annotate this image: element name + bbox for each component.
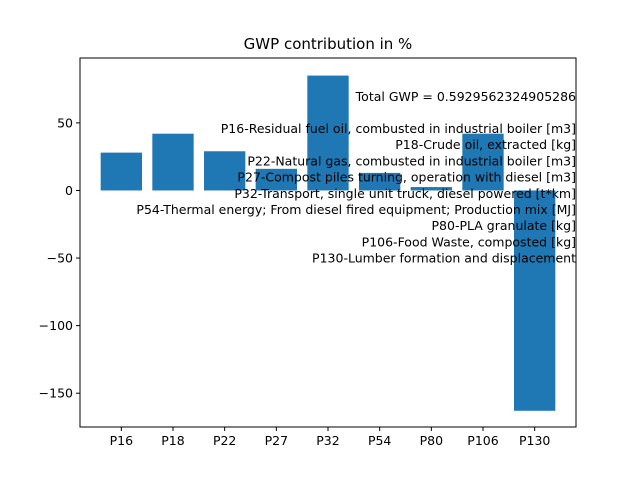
bar-p22 [204,151,246,191]
bar-p130 [514,190,556,411]
y-tick-label: 0 [65,183,73,198]
process-annotation: P130-Lumber formation and displacement [312,251,576,266]
bar-p106 [462,133,504,191]
x-tick-label: P22 [213,433,236,448]
x-tick-label: P16 [110,433,133,448]
annotation-block: Total GWP = 0.5929562324905286 P16-Residu… [136,89,576,266]
process-annotation: P106-Food Waste, composted [kg] [362,234,576,249]
x-tick-label: P27 [265,433,288,448]
bar-p27 [255,168,297,191]
y-tick-label: −100 [39,318,73,333]
process-annotation: P16-Residual fuel oil, combusted in indu… [221,121,576,136]
y-tick-label: −150 [39,386,73,401]
x-tick-label: P106 [467,433,498,448]
y-axis-ticks: 50 0 −50 −100 −150 [39,115,80,401]
y-tick-label: 50 [57,115,73,130]
bar-p80 [410,187,452,191]
plot-frame [79,57,577,428]
y-tick-label: −50 [47,251,73,266]
x-tick-label: P80 [420,433,443,448]
total-gwp-annotation: Total GWP = 0.5929562324905286 [355,89,576,104]
x-tick-label: P54 [368,433,391,448]
bar-p54 [359,172,401,191]
bar-series [100,75,556,411]
x-tick-label: P130 [519,433,550,448]
process-annotation: P54-Thermal energy; From diesel fired eq… [136,202,576,217]
x-axis-ticks: P16 P18 P22 P27 P32 P54 P80 P106 P130 [110,427,550,448]
x-tick-label: P32 [316,433,339,448]
x-tick-label: P18 [161,433,184,448]
bar-p16 [100,152,142,191]
process-annotation: P22-Natural gas, combusted in industrial… [247,153,576,168]
process-annotation: P32-Transport, single unit truck, diesel… [234,186,576,201]
bar-p32 [307,75,349,191]
chart-title: GWP contribution in % [244,35,413,53]
process-annotation: P27-Compost piles turning, operation wit… [237,170,576,185]
process-annotation: P18-Crude oil, extracted [kg] [395,137,576,152]
process-annotation: P80-PLA granulate [kg] [432,218,576,233]
bar-p18 [152,133,194,191]
